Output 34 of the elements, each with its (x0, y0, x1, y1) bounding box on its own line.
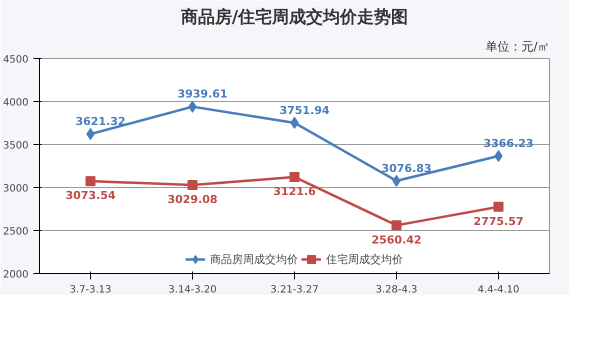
point (290, 172, 300, 182)
point (188, 100, 197, 113)
point (392, 174, 401, 187)
data-label: 3751.94 (279, 104, 330, 117)
point (494, 202, 504, 212)
point (494, 150, 503, 162)
y-tick-label: 4000 (3, 98, 29, 108)
x-tick-label: 3.28-4.3 (376, 284, 418, 296)
legend-label: 住宅周成交均价 (326, 252, 403, 266)
y-tick-label: 2500 (3, 226, 29, 238)
data-label: 3073.54 (65, 189, 116, 202)
data-label: 3029.08 (167, 193, 218, 206)
y-tick-label: 3500 (3, 140, 29, 152)
x-tick-label: 3.21-3.27 (270, 284, 319, 296)
point (392, 220, 402, 230)
x-tick-label: 3.7-3.13 (70, 284, 112, 296)
text: 单位：元/㎡ (485, 40, 550, 54)
data-label: 3076.83 (381, 162, 432, 175)
data-label: 3939.61 (177, 88, 228, 101)
point (188, 180, 198, 190)
data-label: 3121.6 (273, 185, 316, 198)
x-tick-label: 3.14-3.20 (168, 284, 217, 296)
data-label: 3621.32 (75, 115, 126, 128)
point (86, 128, 95, 140)
y-tick-label: 4500 (3, 54, 29, 66)
legend-label: 商品房周成交均价 (210, 252, 298, 266)
point (86, 176, 96, 186)
y-tick-label: 3000 (3, 184, 29, 194)
x-tick-label: 4.4-4.10 (478, 284, 520, 296)
chart-title: 商品房/住宅周成交均价走势图 (180, 8, 408, 28)
y-tick-label: 2000 (3, 270, 29, 280)
point (290, 116, 299, 129)
data-label: 2775.57 (473, 214, 524, 228)
data-label: 2560.42 (371, 233, 422, 246)
